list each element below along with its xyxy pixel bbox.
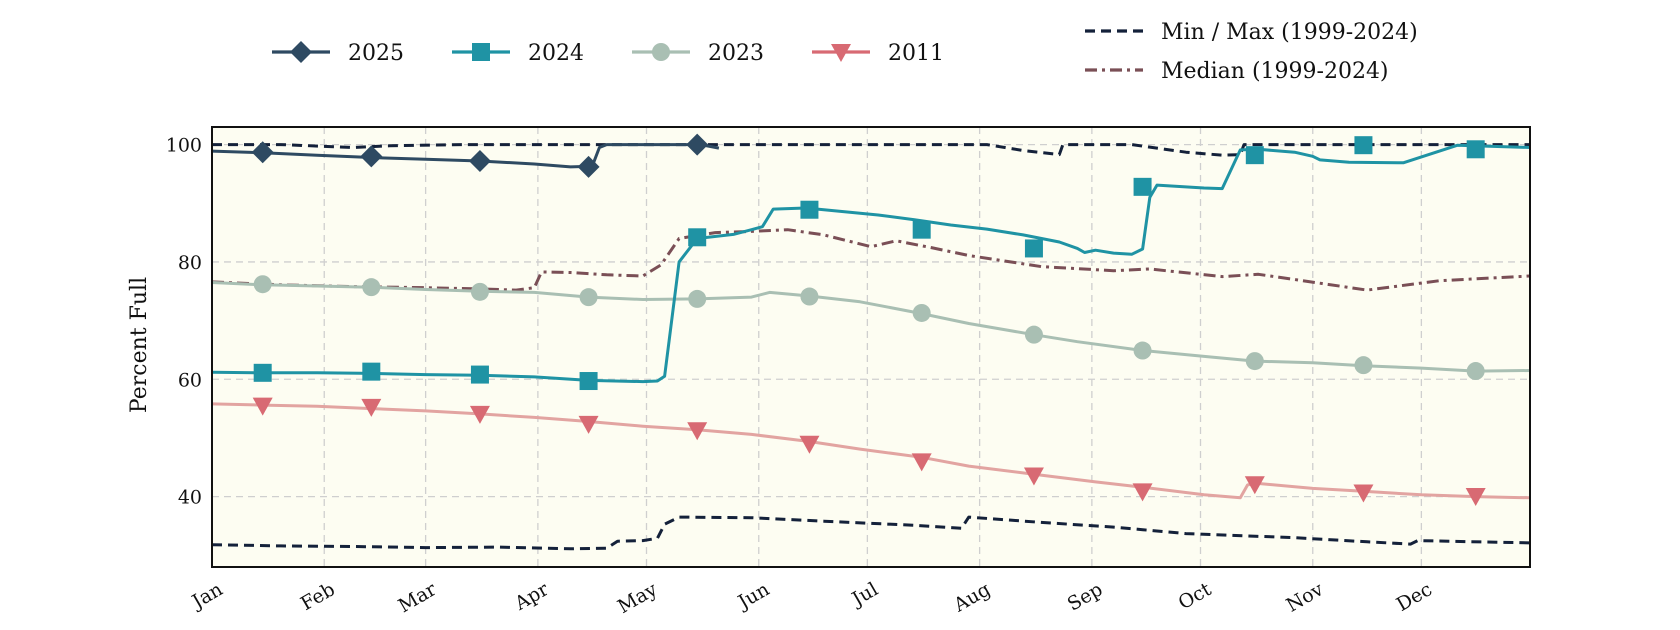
legend-label: Median (1999-2024) xyxy=(1161,59,1389,84)
data-point-2024 xyxy=(1354,136,1373,155)
legend-item: 2011 xyxy=(812,41,944,66)
legend-label: Min / Max (1999-2024) xyxy=(1161,20,1418,45)
y-tick-label: 60 xyxy=(178,369,202,391)
data-point-2011 xyxy=(252,397,273,416)
data-point-2023 xyxy=(1024,325,1043,344)
x-tick-label: Dec xyxy=(1393,578,1436,616)
legend-item: 2023 xyxy=(632,41,764,66)
legend: 2025 2024 2023 2011 Min / Max (1999-2024) Med… xyxy=(272,20,1418,84)
data-point-2025 xyxy=(251,141,274,164)
x-tick-label: Nov xyxy=(1283,578,1328,617)
data-point-2011 xyxy=(911,453,932,472)
legend-label: 2011 xyxy=(888,41,944,66)
data-point-2011 xyxy=(1244,476,1265,495)
x-tick-label: Jan xyxy=(187,578,227,614)
legend-marker xyxy=(472,43,490,61)
series-2024 xyxy=(211,136,1531,391)
x-tick-label: Apr xyxy=(510,578,553,615)
data-point-2011 xyxy=(1353,484,1374,503)
x-tick-label: Jul xyxy=(847,578,882,611)
data-point-2011 xyxy=(1465,488,1486,507)
legend-marker xyxy=(290,41,312,63)
data-point-2011 xyxy=(1023,467,1044,486)
series-layer xyxy=(211,133,1531,551)
data-point-2025 xyxy=(360,145,383,168)
legend-label: 2023 xyxy=(708,41,764,66)
data-point-2024 xyxy=(688,228,707,247)
y-tick-label: 80 xyxy=(178,252,202,274)
data-point-2024 xyxy=(1245,146,1264,165)
x-tick-label: Aug xyxy=(949,578,994,617)
data-point-2011 xyxy=(361,398,382,417)
legend-label: 2024 xyxy=(528,41,584,66)
data-point-2023 xyxy=(1466,362,1485,381)
data-point-2023 xyxy=(800,287,819,306)
data-point-2023 xyxy=(912,303,931,322)
y-axis-title: Percent Full xyxy=(127,277,152,413)
data-point-2024 xyxy=(362,362,381,381)
data-point-2024 xyxy=(800,200,819,219)
x-tick-label: Oct xyxy=(1175,578,1216,614)
x-tick-label: Sep xyxy=(1064,578,1107,615)
data-point-2011 xyxy=(799,435,820,454)
data-point-2024 xyxy=(579,372,598,391)
data-point-2011 xyxy=(1132,483,1153,502)
legend-item: Min / Max (1999-2024) xyxy=(1085,20,1418,45)
x-tick-label: Feb xyxy=(297,578,339,615)
data-point-2024 xyxy=(470,365,489,384)
series-median xyxy=(211,228,1531,292)
y-tick-label: 100 xyxy=(166,135,202,157)
series-min xyxy=(211,515,1531,551)
series-2025 xyxy=(211,133,720,178)
data-point-2025 xyxy=(468,150,491,173)
data-point-2023 xyxy=(470,282,489,301)
data-point-2023 xyxy=(362,278,381,297)
x-tick-label: May xyxy=(614,578,661,618)
data-point-2011 xyxy=(687,422,708,441)
plot-background xyxy=(212,127,1530,567)
data-point-2024 xyxy=(1024,239,1043,258)
legend-marker xyxy=(652,43,670,61)
data-point-2024 xyxy=(912,220,931,239)
data-point-2023 xyxy=(1245,352,1264,371)
data-point-2023 xyxy=(1354,356,1373,375)
data-point-2023 xyxy=(579,288,598,307)
legend-item: 2025 xyxy=(272,41,404,66)
legend-label: 2025 xyxy=(348,41,404,66)
x-tick-label: Jun xyxy=(733,578,774,614)
data-point-2024 xyxy=(253,363,272,382)
data-point-2011 xyxy=(469,405,490,424)
data-point-2023 xyxy=(253,275,272,294)
data-point-2024 xyxy=(1133,177,1152,196)
data-point-2011 xyxy=(578,415,599,434)
data-point-2024 xyxy=(1466,140,1485,159)
x-tick-label: Mar xyxy=(395,578,441,617)
legend-item: 2024 xyxy=(452,41,584,66)
data-point-2023 xyxy=(1133,341,1152,360)
data-point-2023 xyxy=(688,289,707,308)
series-2011 xyxy=(211,397,1531,507)
series-line-median xyxy=(211,228,1531,292)
legend-marker xyxy=(831,44,851,62)
series-2023 xyxy=(211,275,1531,381)
data-point-2025 xyxy=(577,155,600,178)
series-line-2023 xyxy=(211,281,1531,373)
y-tick-label: 40 xyxy=(178,487,202,509)
data-point-2025 xyxy=(686,133,709,156)
series-line-2025 xyxy=(211,143,720,169)
legend-item: Median (1999-2024) xyxy=(1085,59,1389,84)
plot-frame xyxy=(211,126,1531,568)
series-line-min xyxy=(211,515,1531,551)
